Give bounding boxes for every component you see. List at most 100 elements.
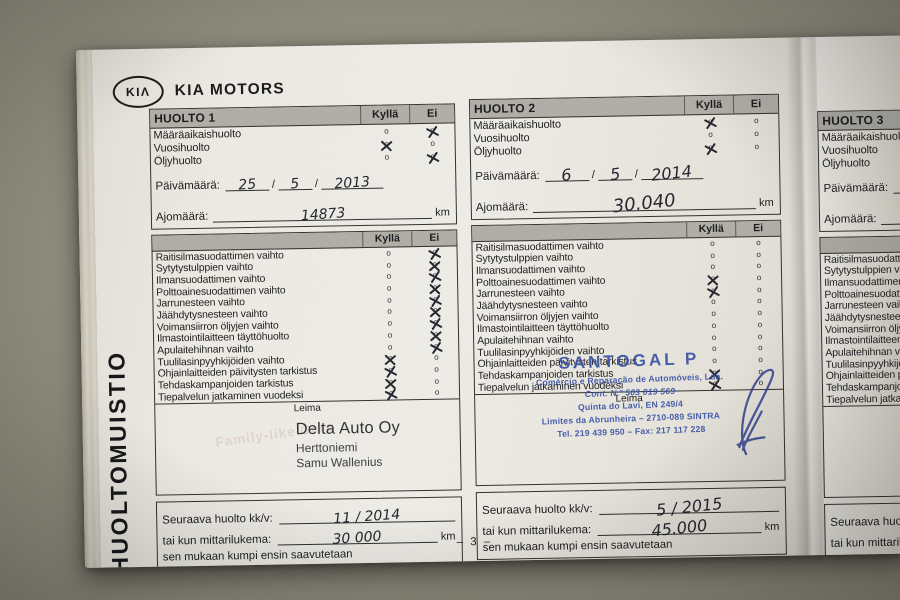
printed-circle: o xyxy=(387,295,392,305)
page-side-title: HUOLTOMUISTIO xyxy=(102,350,133,568)
handwritten-x-mark xyxy=(384,364,397,377)
printed-circle: o xyxy=(754,142,760,152)
column-header-yes: Kyllä xyxy=(683,95,734,115)
checkbox-cell: o xyxy=(365,249,413,258)
handwritten-x-mark xyxy=(384,387,397,400)
stamp-label: Leima xyxy=(293,402,322,415)
handwritten-x-mark xyxy=(704,142,717,155)
next-service-row: Seuraava huolto kk/v: xyxy=(830,503,900,529)
handwritten-x-mark xyxy=(426,151,439,164)
checkbox-cell: o xyxy=(411,139,455,148)
column-header-yes: Kyllä xyxy=(686,221,736,238)
checkbox-cell: o xyxy=(736,238,780,248)
printed-circle: o xyxy=(757,319,763,329)
handwritten-x-mark xyxy=(707,284,720,297)
service-item-label: Vuosihuolto xyxy=(821,144,878,158)
checkbox-cell: o xyxy=(415,388,459,398)
checkbox-cell: o xyxy=(689,274,737,284)
printed-circle: o xyxy=(754,129,759,139)
date-month-line: 5 xyxy=(277,174,313,193)
printed-circle: o xyxy=(708,129,713,140)
checkbox-cell: o xyxy=(413,294,457,304)
checkbox-cell: o xyxy=(687,142,735,155)
checkbox-cell: o xyxy=(738,319,782,330)
date-day-line: 25 xyxy=(224,174,270,194)
checkbox-cell: o xyxy=(413,259,457,269)
checkbox-cell: o xyxy=(690,309,738,319)
date-label: Päivämäärä: xyxy=(155,179,221,193)
service-type-table: HUOLTO 3 Kyllä Ei MääräaikaishuoltoooVuo… xyxy=(817,105,900,233)
date-label: Päivämäärä: xyxy=(475,170,540,184)
column-header-no: Ei xyxy=(732,94,779,114)
service-item-rows: Raitisilmasuodattimen vaihtoooSytytystul… xyxy=(821,249,900,406)
checkbox-cell: o xyxy=(737,297,781,306)
checkbox-cell: o xyxy=(414,352,458,363)
printed-circle: o xyxy=(430,138,435,148)
mileage-label: Ajomäärä: xyxy=(155,210,209,224)
printed-circle: o xyxy=(754,115,759,125)
date-row: Päivämäärä: / / xyxy=(819,166,900,200)
mileage-line: 14873 xyxy=(213,202,433,224)
odometer-label: tai kun mittarilukema: xyxy=(162,533,272,548)
service-record-huolto-3: HUOLTO 3 Kyllä Ei MääräaikaishuoltoooVuo… xyxy=(817,105,900,568)
printed-circle: o xyxy=(386,248,391,258)
checkbox-cell: o xyxy=(415,365,459,374)
checkbox-cell: o xyxy=(737,250,781,259)
printed-circle: o xyxy=(711,320,717,330)
printed-circle: o xyxy=(756,249,761,259)
handwritten-mileage: 30.040 xyxy=(612,190,678,218)
km-unit: km xyxy=(764,520,780,534)
checkbox-cell: o xyxy=(737,273,781,283)
printed-circle: o xyxy=(711,332,717,342)
mileage-label: Ajomäärä: xyxy=(475,201,529,215)
checkbox-cell: o xyxy=(689,286,737,295)
service-booklet-page: KIΛ KIA MOTORS HUOLTOMUISTIO HUOLTO 1 Ky… xyxy=(76,35,900,568)
column-header-no: Ei xyxy=(409,104,455,124)
service-item-label: Öljyhuolto xyxy=(822,157,871,171)
km-unit: km xyxy=(440,530,456,543)
service-record-huolto-2: HUOLTO 2 Kyllä Ei Määräaikaishuolto o o Vuo… xyxy=(468,93,787,561)
printed-circle: o xyxy=(434,364,439,374)
mechanic-name: Samu Wallenius xyxy=(296,454,383,471)
checkbox-cell: o xyxy=(415,376,459,386)
kia-logo-icon: KIΛ xyxy=(112,75,165,109)
checkbox-cell: o xyxy=(414,306,458,316)
kia-logo-text: KIΛ xyxy=(125,84,151,100)
checkbox-cell: o xyxy=(690,321,738,330)
printed-circle: o xyxy=(710,238,715,248)
checkbox-cell: o xyxy=(363,140,411,149)
panel-title: HUOLTO 3 xyxy=(822,112,884,128)
checkbox-cell: o xyxy=(687,129,735,140)
table-header: HUOLTO 3 Kyllä Ei xyxy=(818,106,900,132)
printed-circle: o xyxy=(384,126,389,136)
printed-circle: o xyxy=(756,284,762,294)
printed-circle: o xyxy=(386,260,392,270)
checkbox-cell: o xyxy=(738,308,782,318)
printed-circle: o xyxy=(387,306,392,317)
checkbox-cell: o xyxy=(366,330,414,340)
mileage-row: Ajomäärä: km xyxy=(820,195,900,231)
printed-circle: o xyxy=(710,250,715,260)
checkbox-cell: o xyxy=(365,295,413,305)
printed-circle: o xyxy=(757,296,762,306)
dealer-stamp-delta-auto: Delta Auto Oy Herttoniemi Samu Wallenius xyxy=(295,418,400,472)
printed-circle: o xyxy=(384,153,390,163)
km-unit: km xyxy=(435,206,451,219)
checkbox-cell: o xyxy=(734,116,778,125)
checkbox-cell: o xyxy=(366,306,414,317)
printed-circle: o xyxy=(387,342,393,352)
checkbox-cell: o xyxy=(737,285,781,294)
checkbox-cell: o xyxy=(735,143,779,152)
km-unit: km xyxy=(759,197,774,210)
odometer-label: tai kun mittarilukema: xyxy=(482,524,592,539)
checkbox-cell: o xyxy=(738,332,782,341)
checkbox-cell: o xyxy=(410,125,454,135)
checkbox-cell: o xyxy=(366,354,414,363)
printed-circle: o xyxy=(710,262,716,272)
handwritten-day: 6 xyxy=(560,165,573,186)
printed-circle: o xyxy=(434,352,439,362)
checkbox-cell: o xyxy=(689,297,737,307)
checkbox-cell: o xyxy=(366,342,414,352)
kia-branding: KIΛ KIA MOTORS xyxy=(112,73,285,109)
